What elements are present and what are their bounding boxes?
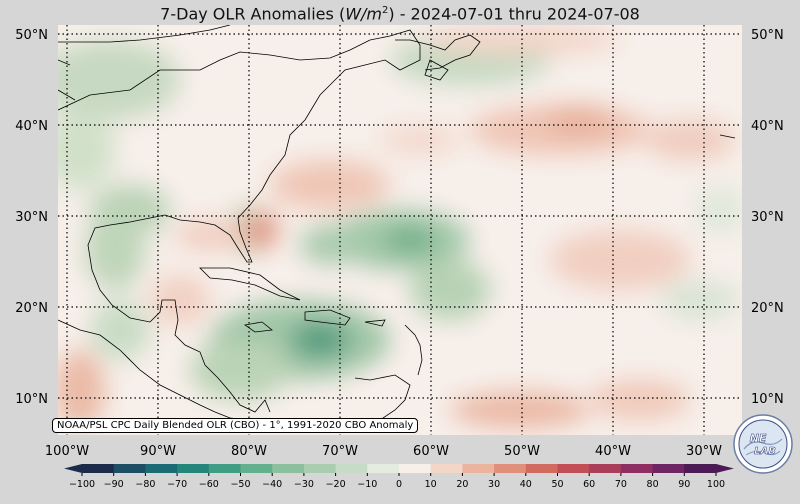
colorbar-tick-label: −80: [135, 479, 155, 490]
colorbar-cell: [430, 464, 463, 473]
colorbar-tick-label: 50: [551, 479, 563, 490]
colorbar-cell: [494, 464, 527, 473]
colorbar-tick-label: −60: [199, 479, 219, 490]
lat-label-right: 20°N: [751, 301, 784, 316]
logo-text-bottom: LAB: [754, 446, 776, 457]
colorbar-tick-label: −90: [104, 479, 124, 490]
colorbar-tick-label: −30: [294, 479, 314, 490]
lat-label-left: 50°N: [15, 28, 48, 43]
colorbar-cell: [399, 464, 432, 473]
colorbar-tick-label: −20: [326, 479, 346, 490]
colorbar-tick-label: −100: [69, 479, 95, 490]
colorbar-cell: [240, 464, 273, 473]
lon-label: 70°W: [322, 444, 358, 459]
colorbar-tick-label: −50: [230, 479, 250, 490]
lon-label: 30°W: [686, 444, 722, 459]
colorbar-cell: [525, 464, 558, 473]
nex-lab-globe-logo: NE LAB: [733, 414, 793, 474]
colorbar-tick-label: 60: [583, 479, 595, 490]
lat-label-left: 30°N: [15, 210, 48, 225]
colorbar-tick-label: 30: [488, 479, 500, 490]
lon-label: 100°W: [45, 444, 89, 459]
colorbar-tick-label: −70: [167, 479, 187, 490]
lon-label: 80°W: [231, 444, 267, 459]
colorbar-cell: [462, 464, 495, 473]
colorbar-tick-label: 20: [456, 479, 468, 490]
lat-label-right: 10°N: [751, 392, 784, 407]
colorbar-cell: [208, 464, 241, 473]
colorbar-cell: [303, 464, 337, 473]
coastlines: [58, 25, 736, 426]
lat-label-left: 10°N: [15, 392, 48, 407]
logo-text-top: NE: [750, 432, 767, 445]
colorbar-cell: [145, 464, 178, 473]
colorbar-cell: [335, 464, 368, 473]
lat-label-right: 50°N: [751, 28, 784, 43]
lon-label: 60°W: [413, 444, 449, 459]
colorbar: −100 −90 −80 −70 −60 −50 −40 −30 −20 −10 0 10 20 30 40…: [64, 464, 734, 490]
colorbar-tick-label: 100: [707, 479, 725, 490]
data-credit-label: NOAA/PSL CPC Daily Blended OLR (CBO) - 1…: [52, 418, 419, 433]
figure-title: 7-Day OLR Anomalies (W/m2) - 2024-07-01 …: [160, 4, 640, 24]
lon-label: 40°W: [595, 444, 631, 459]
colorbar-cell: [684, 464, 717, 473]
anomaly-field: [58, 25, 742, 435]
colorbar-cell: [652, 464, 685, 473]
colorbar-cell: [589, 464, 622, 473]
latitude-labels: 50°N 40°N 30°N 20°N 10°N 50°N 40°N 30°N …: [15, 28, 784, 407]
lon-label: 90°W: [140, 444, 176, 459]
lat-label-right: 40°N: [751, 119, 784, 134]
graticule: [58, 25, 742, 435]
colorbar-tick-label: 10: [425, 479, 437, 490]
colorbar-tick-label: 70: [615, 479, 627, 490]
colorbar-cell: [113, 464, 146, 473]
colorbar-cell: [272, 464, 305, 473]
longitude-labels: 100°W 90°W 80°W 70°W 60°W 50°W 40°W 30°W: [45, 444, 722, 459]
colorbar-tick-label: −40: [262, 479, 282, 490]
colorbar-tick-label: 0: [396, 479, 402, 490]
colorbar-arrow-high: [716, 464, 734, 473]
lat-label-right: 30°N: [751, 210, 784, 225]
colorbar-cell: [177, 464, 210, 473]
lat-label-left: 20°N: [15, 301, 48, 316]
lon-label: 50°W: [504, 444, 540, 459]
colorbar-cell: [82, 464, 115, 473]
colorbar-tick-label: 80: [647, 479, 659, 490]
lat-label-left: 40°N: [15, 119, 48, 134]
colorbar-tick-label: −10: [357, 479, 377, 490]
colorbar-cell: [620, 464, 654, 473]
colorbar-tick-label: 90: [678, 479, 690, 490]
colorbar-arrow-low: [64, 464, 82, 473]
colorbar-cell: [557, 464, 590, 473]
colorbar-cell: [367, 464, 400, 473]
colorbar-tick-label: 40: [520, 479, 532, 490]
